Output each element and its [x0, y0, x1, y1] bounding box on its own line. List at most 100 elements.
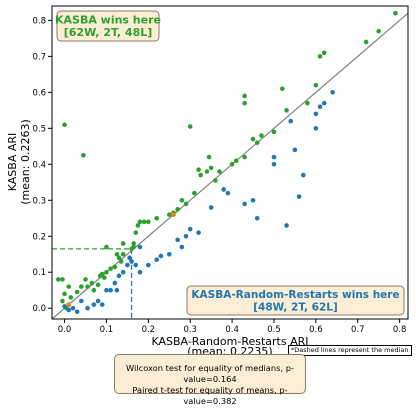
- data-point: [85, 305, 90, 311]
- data-point: [233, 158, 239, 164]
- data-point: [196, 230, 201, 235]
- statistical-tests-box: Wilcoxon test for equality of medians, p…: [114, 354, 306, 406]
- data-point: [296, 194, 302, 199]
- data-point: [74, 309, 80, 315]
- data-point: [242, 93, 247, 99]
- median-note: *Dashed lines represent the median: [288, 345, 412, 356]
- random-wins-box: KASBA-Random-Restarts wins here [48W, 2T…: [186, 285, 405, 316]
- data-point: [66, 284, 72, 289]
- data-point: [66, 302, 72, 307]
- data-point: [221, 187, 227, 192]
- data-point: [146, 219, 151, 225]
- data-point: [280, 86, 285, 92]
- data-point: [68, 295, 74, 300]
- data-point: [62, 122, 67, 128]
- y-tick-label: 0.1: [32, 268, 46, 278]
- x-tick-label: 0.6: [309, 325, 323, 335]
- data-point: [317, 54, 323, 59]
- data-point: [154, 257, 160, 262]
- data-point: [330, 90, 335, 95]
- y-tick-label: 0.2: [32, 232, 46, 242]
- data-point: [62, 304, 67, 309]
- kasba-wins-counts: [62W, 2T, 48L]: [64, 26, 153, 39]
- x-axis-label: KASBA-Random-Restarts ARI: [151, 335, 308, 348]
- kasba-wins-box: KASBA wins here [62W, 2T, 48L]: [55, 10, 161, 42]
- data-points: [55, 10, 398, 315]
- data-point: [179, 244, 185, 250]
- data-point: [95, 298, 101, 304]
- data-point: [112, 264, 118, 270]
- data-point: [70, 305, 76, 311]
- data-point: [62, 291, 67, 297]
- data-point: [321, 50, 327, 56]
- data-point: [305, 100, 310, 106]
- random-wins-counts: [48W, 2T, 62L]: [253, 302, 338, 314]
- y-axis-mean: (mean: 0.2263): [19, 119, 32, 204]
- random-wins-label: KASBA-Random-Restarts wins here: [191, 289, 399, 301]
- data-point: [91, 302, 97, 307]
- data-point: [192, 190, 197, 196]
- data-point: [114, 251, 120, 257]
- data-point: [271, 129, 277, 135]
- data-point: [175, 237, 180, 243]
- data-point: [133, 230, 139, 235]
- x-tick-label: 0.2: [142, 325, 156, 335]
- y-axis-label: KASBA ARI: [6, 133, 19, 192]
- data-point: [129, 259, 134, 264]
- data-point: [208, 205, 214, 210]
- data-point: [158, 253, 164, 259]
- data-point: [114, 287, 120, 293]
- y-axis-ticks: 0.0 0.1 0.2 0.3 0.4 0.5 0.6 0.7 0.8: [32, 16, 52, 314]
- data-point: [313, 82, 319, 88]
- data-point: [313, 126, 319, 131]
- data-point: [179, 197, 185, 203]
- data-point: [85, 284, 90, 289]
- y-tick-label: 0.8: [32, 16, 46, 26]
- data-point: [133, 262, 139, 268]
- data-point: [99, 302, 105, 307]
- data-point: [137, 219, 143, 225]
- data-point: [135, 223, 141, 228]
- x-tick-label: 0.4: [225, 325, 239, 335]
- data-point: [99, 271, 105, 277]
- data-point: [284, 223, 289, 228]
- data-point: [116, 255, 122, 261]
- data-point: [321, 100, 327, 106]
- data-point: [146, 262, 151, 268]
- data-point: [288, 118, 294, 124]
- data-point: [271, 161, 277, 167]
- y-tick-label: 0.4: [32, 160, 46, 170]
- data-point: [79, 298, 84, 304]
- data-point: [55, 277, 61, 282]
- plot-frame: [51, 5, 409, 320]
- data-point: [198, 172, 203, 178]
- data-point: [225, 190, 231, 196]
- x-tick-label: 0.1: [100, 325, 114, 335]
- data-point: [79, 284, 84, 289]
- wilcoxon-result: Wilcoxon test for equality of medians, p…: [126, 363, 294, 384]
- data-point: [120, 251, 126, 257]
- data-point: [242, 100, 247, 106]
- data-point: [206, 154, 212, 160]
- scatter-chart: 0.0 0.1 0.2 0.3 0.4 0.5 0.6 0.7 0.8 0.0 0.1 0.2 0.3…: [6, 5, 409, 348]
- data-point: [250, 136, 256, 142]
- data-point: [95, 282, 101, 288]
- data-point: [137, 269, 143, 275]
- data-point: [108, 287, 113, 293]
- y-tick-label: 0.0: [32, 304, 46, 314]
- data-point: [317, 104, 323, 110]
- data-point: [125, 262, 130, 268]
- data-point: [292, 147, 298, 153]
- kasba-wins-label: KASBA wins here: [55, 14, 161, 27]
- data-point: [376, 28, 381, 34]
- data-point: [83, 277, 88, 282]
- data-point: [217, 169, 222, 174]
- data-point: [175, 206, 180, 212]
- data-point: [131, 244, 136, 250]
- y-tick-label: 0.3: [32, 196, 46, 206]
- data-point: [89, 280, 95, 286]
- data-point: [284, 108, 289, 113]
- data-point: [171, 212, 176, 217]
- data-point: [254, 215, 260, 221]
- data-point: [102, 275, 107, 280]
